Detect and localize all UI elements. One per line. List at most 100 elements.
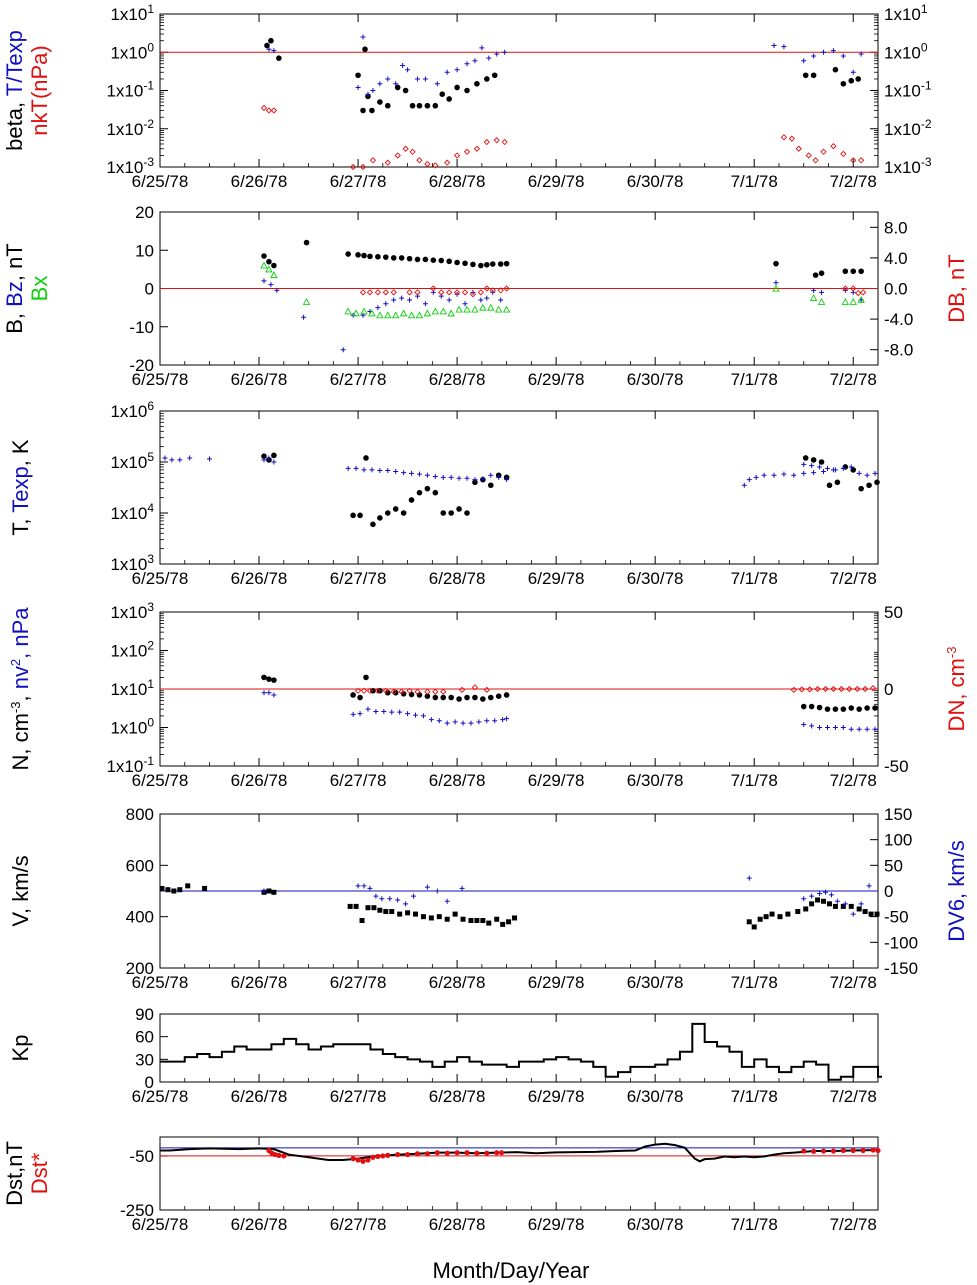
data-point bbox=[390, 688, 397, 695]
data-point bbox=[810, 457, 817, 463]
data-point bbox=[850, 285, 857, 292]
data-point bbox=[506, 919, 512, 925]
data-point bbox=[834, 479, 841, 486]
x-tick-label: 6/25/78 bbox=[132, 172, 189, 191]
data-point bbox=[374, 289, 382, 296]
data-point bbox=[185, 883, 191, 889]
data-point bbox=[266, 888, 272, 894]
data-point bbox=[272, 1151, 278, 1158]
data-point bbox=[480, 476, 486, 482]
data-point bbox=[271, 459, 277, 465]
data-point bbox=[821, 898, 827, 904]
data-point bbox=[810, 72, 817, 79]
data-point bbox=[500, 717, 506, 723]
data-point bbox=[828, 892, 834, 898]
data-point bbox=[434, 81, 440, 87]
x-tick-label: 6/27/78 bbox=[330, 569, 387, 588]
data-point bbox=[478, 262, 484, 269]
data-point bbox=[848, 726, 854, 732]
data-point bbox=[800, 703, 807, 710]
x-tick-label: 6/26/78 bbox=[231, 370, 288, 389]
data-point bbox=[858, 157, 865, 164]
data-point bbox=[812, 157, 819, 164]
data-point bbox=[363, 674, 369, 681]
y-tick-label: 600 bbox=[126, 856, 154, 875]
data-point bbox=[202, 885, 208, 891]
panel-velocity: 200 400 600 800 -150 -100 -50 0 50 100 150 6/25/78 6… bbox=[8, 805, 969, 992]
data-point bbox=[370, 1154, 376, 1160]
plot-frame bbox=[159, 1136, 879, 1211]
data-point bbox=[840, 1147, 846, 1154]
data-point bbox=[355, 84, 361, 90]
data-point bbox=[446, 289, 453, 296]
data-point bbox=[397, 911, 403, 917]
data-point bbox=[486, 55, 492, 61]
data-point bbox=[816, 704, 823, 711]
data-point bbox=[385, 76, 391, 82]
data-point bbox=[472, 477, 478, 483]
data-point bbox=[432, 688, 439, 695]
x-tick-label: 7/2/78 bbox=[830, 569, 877, 588]
data-point bbox=[499, 1150, 505, 1156]
data-point bbox=[270, 271, 278, 279]
data-point bbox=[761, 472, 767, 478]
data-point bbox=[165, 887, 171, 893]
data-point bbox=[454, 84, 460, 91]
data-point bbox=[271, 692, 277, 698]
y-right-tick-label: 0.0 bbox=[884, 280, 908, 299]
data-point bbox=[840, 725, 846, 730]
y-axis-label-right: DB, nT bbox=[944, 254, 969, 322]
data-point bbox=[854, 685, 861, 693]
data-point bbox=[811, 53, 817, 59]
x-tick-label: 6/29/78 bbox=[528, 973, 585, 992]
data-point bbox=[872, 470, 878, 476]
x-tick-label: 6/29/78 bbox=[528, 1087, 585, 1106]
data-point bbox=[444, 69, 450, 75]
data-point bbox=[822, 685, 829, 693]
data-point bbox=[261, 278, 267, 284]
data-point bbox=[382, 289, 389, 296]
data-point bbox=[261, 888, 267, 894]
data-point bbox=[476, 719, 482, 725]
data-point bbox=[478, 297, 484, 303]
data-point bbox=[856, 906, 862, 912]
data-point bbox=[824, 725, 830, 730]
data-point bbox=[483, 686, 490, 693]
data-point bbox=[781, 44, 787, 50]
x-tick-label: 6/25/78 bbox=[132, 569, 189, 588]
data-point bbox=[363, 455, 369, 461]
x-tick-label: 6/26/78 bbox=[231, 172, 288, 191]
x-tick-label: 6/28/78 bbox=[429, 1215, 486, 1234]
data-point bbox=[438, 257, 445, 264]
data-point bbox=[370, 521, 376, 528]
data-point bbox=[472, 58, 478, 64]
data-point bbox=[471, 684, 479, 691]
data-point bbox=[502, 49, 508, 55]
data-point bbox=[746, 919, 752, 925]
data-point bbox=[436, 914, 442, 920]
data-point bbox=[830, 1148, 837, 1154]
data-point bbox=[379, 896, 385, 902]
data-point bbox=[866, 482, 872, 489]
data-point bbox=[395, 1151, 401, 1158]
data-point bbox=[850, 268, 857, 275]
data-point bbox=[801, 58, 807, 64]
data-point bbox=[840, 903, 846, 909]
data-point bbox=[440, 688, 447, 695]
data-point bbox=[468, 918, 474, 924]
y-tick-label: 1x10-2 bbox=[106, 117, 154, 139]
data-point bbox=[424, 160, 431, 168]
y-axis-label: Kp bbox=[8, 1035, 33, 1062]
data-point bbox=[492, 718, 498, 724]
data-point bbox=[354, 687, 362, 694]
data-point bbox=[488, 472, 494, 478]
data-point bbox=[817, 725, 823, 730]
data-point bbox=[359, 918, 365, 924]
data-point bbox=[439, 91, 446, 98]
data-point bbox=[361, 467, 367, 473]
x-tick-label: 6/30/78 bbox=[627, 370, 684, 389]
x-tick-label: 7/2/78 bbox=[830, 370, 877, 389]
data-point bbox=[462, 260, 468, 267]
data-point bbox=[830, 143, 837, 150]
data-point bbox=[416, 471, 422, 477]
